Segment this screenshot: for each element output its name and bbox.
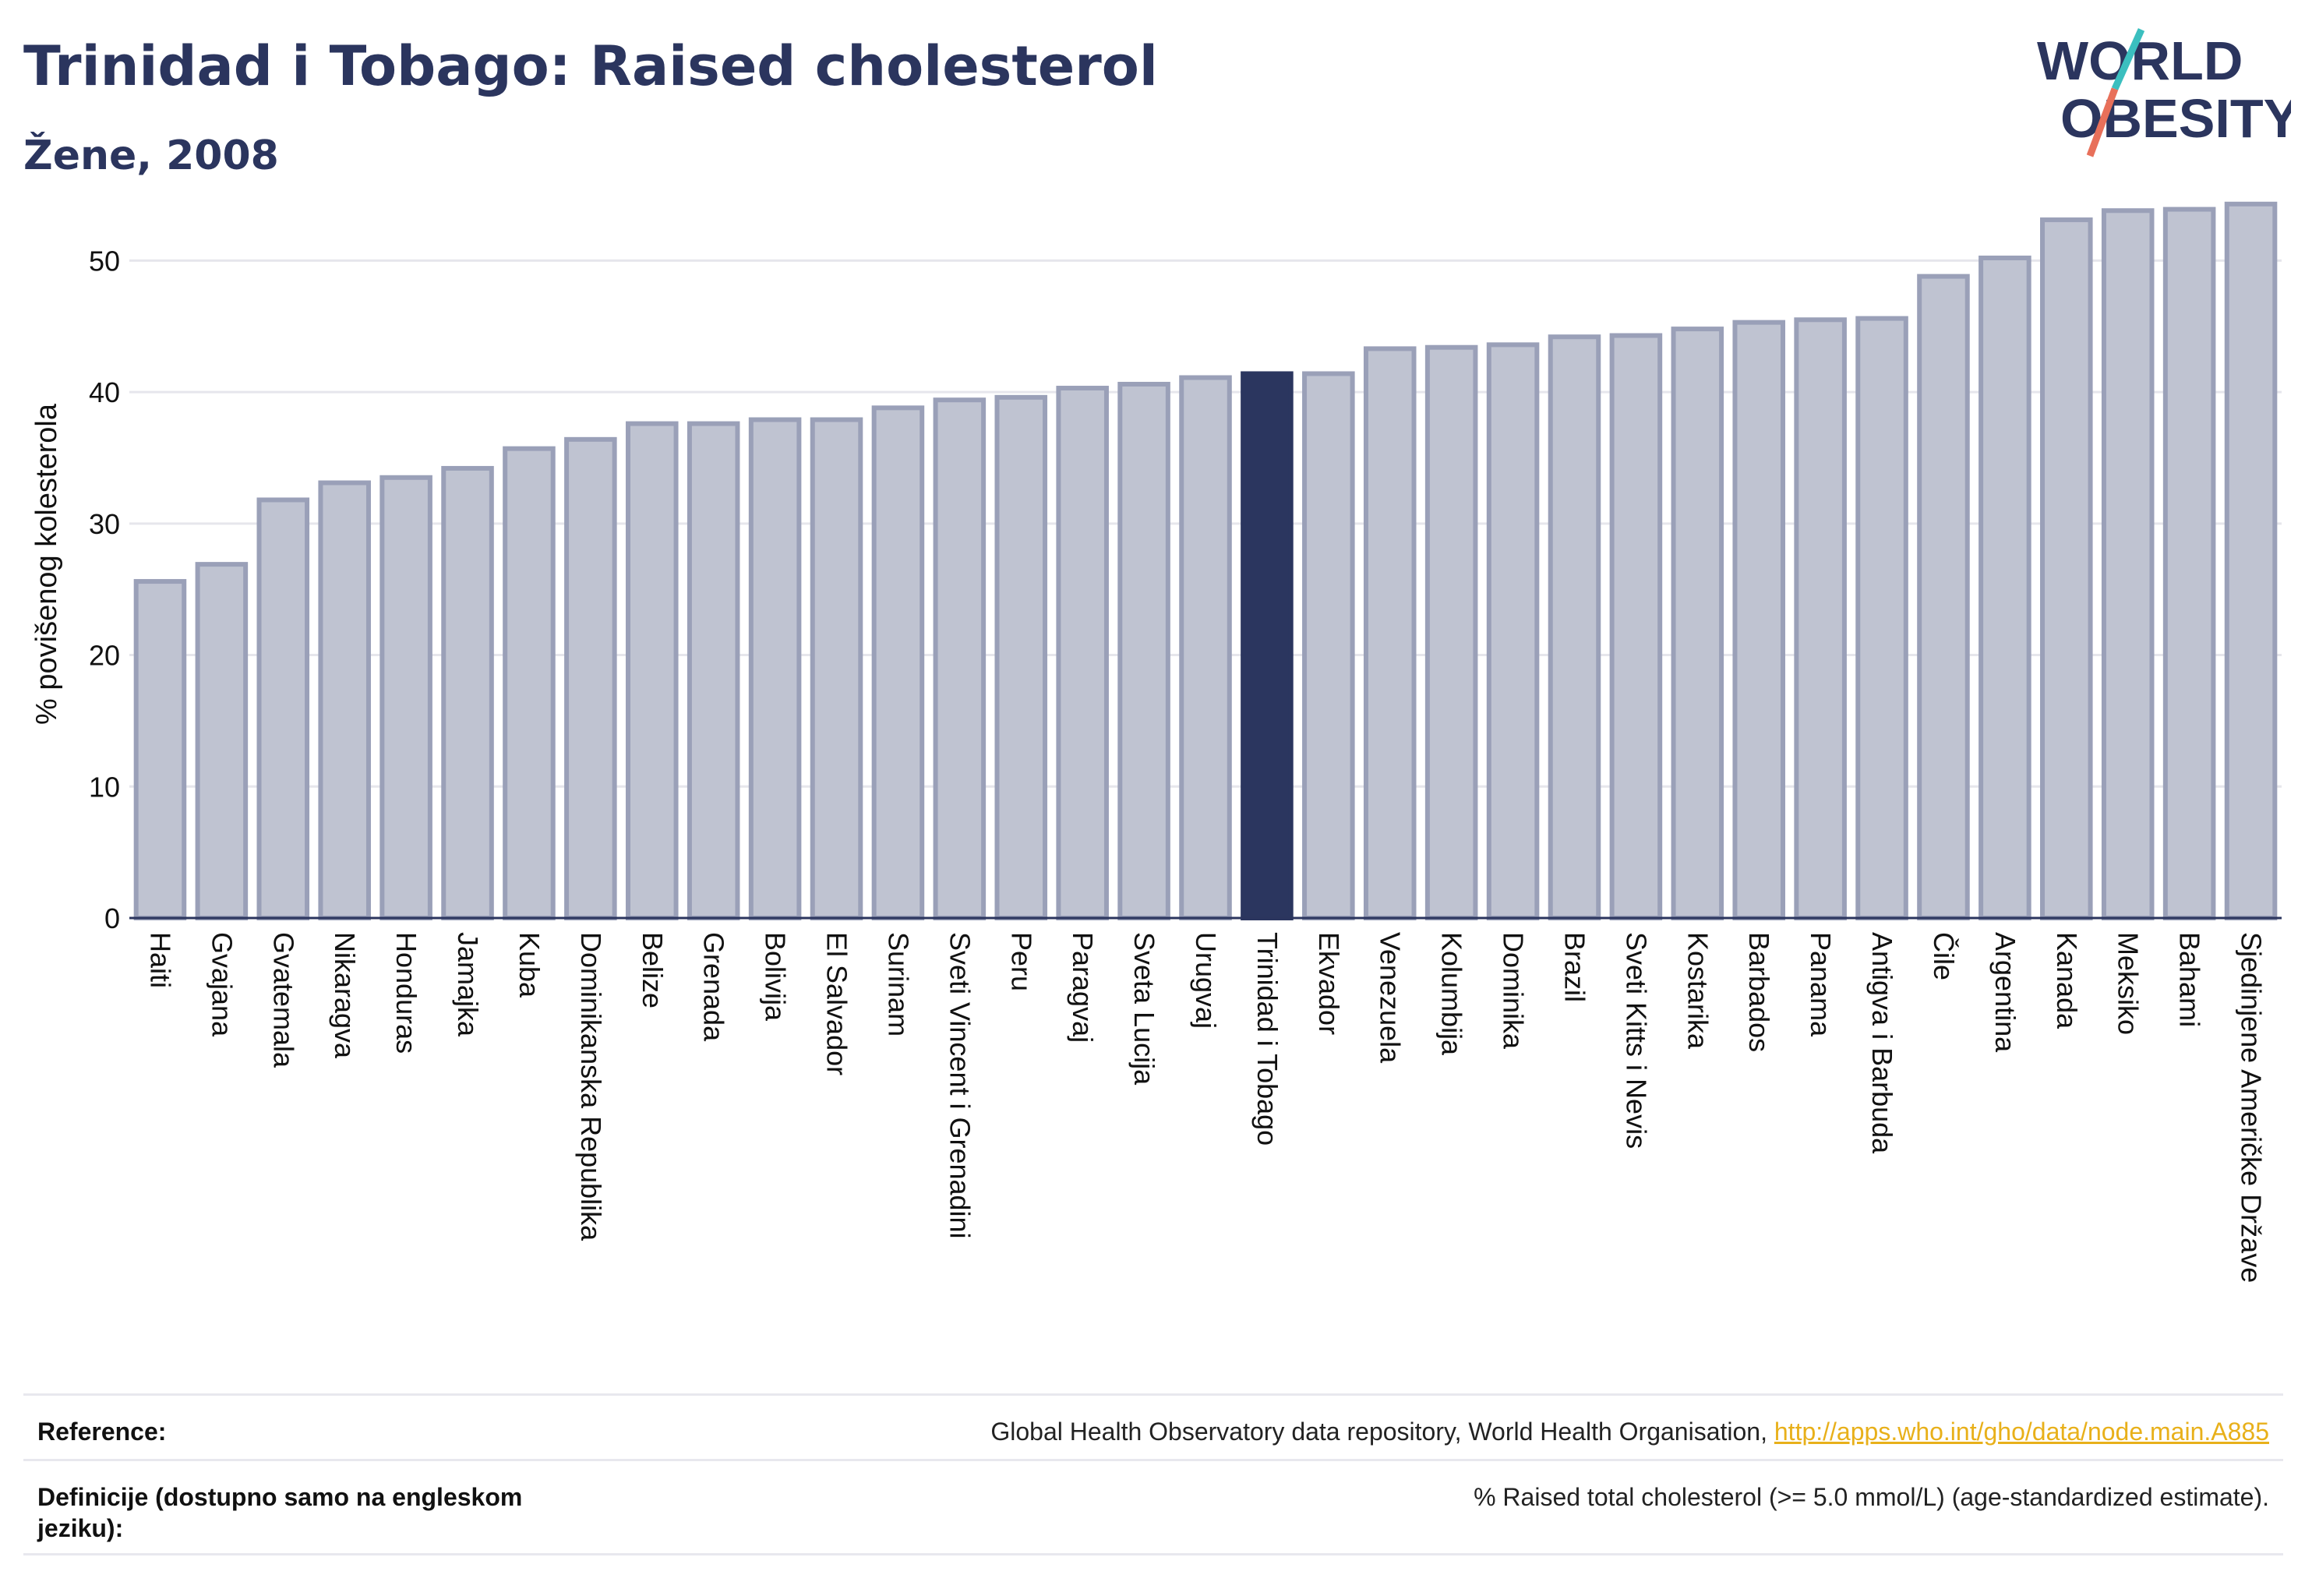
bar-highlighted xyxy=(1241,371,1294,920)
x-tick-label: Grenada xyxy=(698,932,730,1042)
definition-row: Definicije (dostupno samo na engleskom j… xyxy=(23,1459,2283,1555)
chart-subtitle: Žene, 2008 xyxy=(23,132,279,179)
bar xyxy=(2162,207,2216,920)
bar xyxy=(195,562,249,921)
x-tick-label: Barbados xyxy=(1743,932,1775,1052)
bar xyxy=(810,417,863,920)
reference-value: Global Health Observatory data repositor… xyxy=(990,1416,2269,1447)
world-obesity-logo: WORLD OBESITY xyxy=(2037,28,2291,157)
bar xyxy=(256,497,310,920)
x-tick-label: El Salvador xyxy=(821,932,853,1075)
x-tick-label: Brazil xyxy=(1558,932,1590,1002)
reference-text: Global Health Observatory data repositor… xyxy=(990,1418,1774,1446)
x-tick-label: Kanada xyxy=(2051,932,2083,1029)
bar xyxy=(564,436,617,920)
y-axis-label: % povišenog kolesterola xyxy=(30,403,63,725)
bar xyxy=(1794,317,1847,921)
bar xyxy=(748,417,802,920)
x-tick-label: Trinidad i Tobago xyxy=(1251,932,1283,1146)
x-tick-label: Jamajka xyxy=(452,932,484,1037)
x-tick-label: Venezuela xyxy=(1375,932,1407,1064)
reference-link[interactable]: http://apps.who.int/gho/data/node.main.A… xyxy=(1774,1418,2269,1446)
logo-slash-teal xyxy=(2111,28,2145,90)
reference-label: Reference: xyxy=(37,1418,167,1446)
bar xyxy=(871,405,925,920)
x-tick-label: Belize xyxy=(637,932,669,1008)
bar xyxy=(1117,381,1170,920)
bar xyxy=(1855,316,1908,920)
x-tick-label: Sveti Kitts i Nevis xyxy=(1620,932,1652,1149)
x-tick-label: Sveta Lucija xyxy=(1128,932,1160,1086)
x-tick-label: Bahami xyxy=(2174,932,2206,1027)
bar xyxy=(1548,334,1601,920)
x-tick-label: Haiti xyxy=(144,932,176,988)
x-tick-label: Sveti Vincent i Grenadini xyxy=(944,932,976,1239)
x-tick-label: Kostarika xyxy=(1682,932,1714,1050)
bar xyxy=(1732,320,1786,920)
bar xyxy=(441,465,494,920)
bar xyxy=(1179,375,1232,921)
definition-value: % Raised total cholesterol (>= 5.0 mmol/… xyxy=(1474,1483,2269,1511)
y-tick-label: 10 xyxy=(89,771,120,803)
x-tick-label: Honduras xyxy=(390,932,422,1054)
x-tick-labels: Haiti Gvajana Gvatemala Nikaragva Honduras Ja… xyxy=(144,932,2267,1283)
x-tick-label: Sjedinjene Američke Države xyxy=(2236,932,2268,1283)
x-tick-label: Čile xyxy=(1928,932,1960,980)
x-tick-label: Gvajana xyxy=(206,932,238,1037)
bars xyxy=(133,201,2278,921)
bar xyxy=(379,475,432,920)
x-tick-label: Dominika xyxy=(1498,932,1530,1050)
bar xyxy=(1671,327,1724,920)
bar xyxy=(1486,342,1540,920)
bar xyxy=(503,446,556,920)
bar-chart: 0 10 20 30 40 50 Haiti Gvajana Gvatemala Nikarag… xyxy=(30,201,2282,1283)
bar xyxy=(133,579,187,920)
bar xyxy=(625,421,679,920)
x-tick-label: Urugvaj xyxy=(1190,932,1222,1029)
bar xyxy=(1056,386,1109,920)
bar xyxy=(1978,255,2031,921)
bar xyxy=(687,421,740,920)
bar xyxy=(2040,217,2093,921)
x-tick-label: Gvatemala xyxy=(267,932,299,1068)
logo-slash-coral xyxy=(2086,87,2119,157)
bar xyxy=(2224,201,2278,920)
reference-table: Reference: Global Health Observatory dat… xyxy=(23,1393,2283,1555)
bar xyxy=(1363,346,1417,921)
y-tick-label: 50 xyxy=(89,245,120,277)
bar xyxy=(1609,333,1663,920)
x-tick-label: Paragvaj xyxy=(1067,932,1099,1043)
x-tick-label: Kuba xyxy=(514,932,545,998)
chart-title: Trinidad i Tobago: Raised cholesterol xyxy=(23,34,1158,98)
x-tick-label: Panama xyxy=(1805,932,1837,1037)
x-tick-label: Bolivija xyxy=(760,932,792,1022)
bar xyxy=(318,480,371,920)
bar xyxy=(2101,208,2155,921)
reference-row: Reference: Global Health Observatory dat… xyxy=(23,1393,2283,1459)
bar xyxy=(933,397,987,920)
bar xyxy=(1424,344,1478,920)
x-tick-label: Dominikanska Republika xyxy=(575,932,607,1241)
x-tick-label: Antigva i Barbuda xyxy=(1866,932,1898,1154)
y-tick-label: 30 xyxy=(89,508,120,540)
bar xyxy=(1917,274,1970,920)
x-tick-label: Peru xyxy=(1005,932,1037,991)
x-tick-label: Surinam xyxy=(882,932,914,1036)
y-tick-label: 0 xyxy=(104,902,120,934)
x-tick-label: Meksiko xyxy=(2113,932,2144,1035)
y-tick-labels: 0 10 20 30 40 50 xyxy=(89,245,120,934)
y-tick-label: 20 xyxy=(89,640,120,672)
x-tick-label: Kolumbija xyxy=(1436,932,1468,1056)
x-tick-label: Ekvador xyxy=(1313,932,1345,1035)
bar xyxy=(1302,371,1355,920)
x-tick-label: Argentina xyxy=(1989,932,2021,1053)
x-tick-label: Nikaragva xyxy=(329,932,361,1059)
bar xyxy=(994,394,1048,920)
definition-label: Definicije (dostupno samo na engleskom j… xyxy=(37,1483,523,1542)
y-tick-label: 40 xyxy=(89,376,120,408)
